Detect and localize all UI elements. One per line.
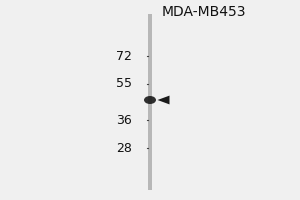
- Polygon shape: [158, 96, 169, 104]
- Text: 72: 72: [116, 49, 132, 62]
- Bar: [148, 14, 152, 190]
- Ellipse shape: [144, 96, 156, 104]
- Text: 28: 28: [116, 142, 132, 154]
- Text: MDA-MB453: MDA-MB453: [162, 5, 246, 19]
- Text: 55: 55: [116, 77, 132, 90]
- Text: 36: 36: [116, 114, 132, 127]
